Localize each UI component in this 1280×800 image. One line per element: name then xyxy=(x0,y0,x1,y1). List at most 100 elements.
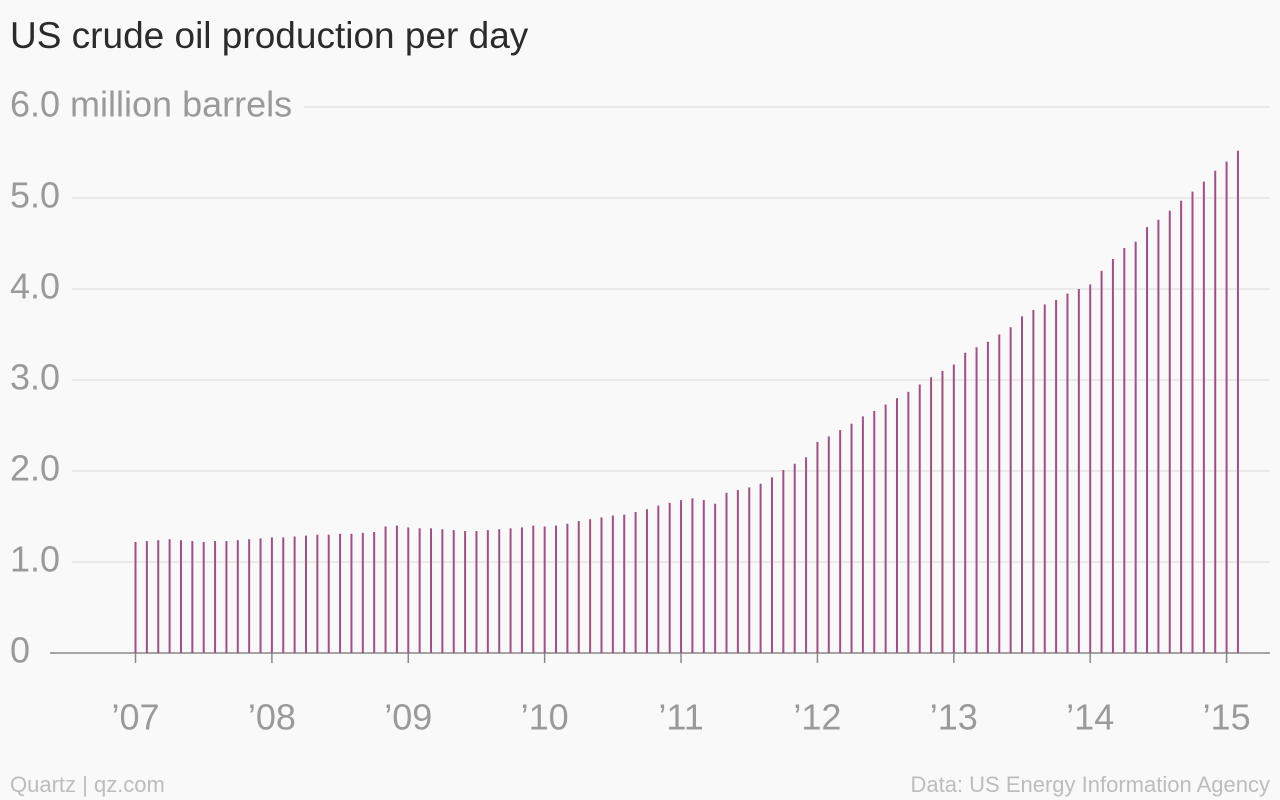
bar xyxy=(543,526,546,653)
bar xyxy=(941,370,944,653)
y-tick-label: 2.0 xyxy=(10,448,60,489)
x-tick-label: ’08 xyxy=(248,697,296,738)
bar xyxy=(600,517,603,653)
bar xyxy=(1180,200,1183,654)
chart-title: US crude oil production per day xyxy=(10,15,529,56)
bar xyxy=(214,541,217,653)
bar xyxy=(998,334,1001,653)
bar xyxy=(589,519,592,653)
bar xyxy=(361,532,364,653)
bar xyxy=(486,530,489,653)
bar xyxy=(623,514,626,653)
x-tick-label: ’15 xyxy=(1203,697,1251,738)
bar xyxy=(1236,150,1239,653)
bar xyxy=(691,498,694,653)
bar xyxy=(702,500,705,653)
bar xyxy=(1202,181,1205,653)
bar xyxy=(1077,289,1080,653)
bar xyxy=(725,492,728,653)
bar xyxy=(668,502,671,653)
bar xyxy=(964,352,967,653)
bar xyxy=(1089,284,1092,653)
bar xyxy=(1021,316,1024,653)
bar xyxy=(202,541,205,653)
bar xyxy=(316,534,319,653)
x-tick-label: ’14 xyxy=(1066,697,1114,738)
bar xyxy=(1168,210,1171,654)
bar xyxy=(191,541,194,653)
bar xyxy=(1032,309,1035,653)
bar xyxy=(566,523,569,653)
x-tick-label: ’13 xyxy=(930,697,978,738)
bar xyxy=(680,500,683,653)
bar xyxy=(1100,270,1103,653)
bar xyxy=(782,470,785,653)
x-tick-label: ’11 xyxy=(658,697,703,738)
bar xyxy=(861,416,864,653)
bar xyxy=(1009,327,1012,653)
bar xyxy=(759,483,762,653)
bar xyxy=(918,384,921,653)
bar xyxy=(884,404,887,653)
bar xyxy=(895,398,898,653)
bar xyxy=(907,391,910,653)
bar xyxy=(645,509,648,653)
bar xyxy=(464,531,467,653)
bar xyxy=(577,521,580,653)
bar xyxy=(1066,293,1069,653)
bar xyxy=(498,529,501,653)
bar xyxy=(157,540,160,653)
bar xyxy=(248,539,251,653)
bar xyxy=(134,541,137,653)
bar xyxy=(418,528,421,653)
bar xyxy=(952,364,955,653)
bar xyxy=(827,436,830,653)
bar xyxy=(714,503,717,653)
bar xyxy=(1191,191,1194,653)
bar xyxy=(179,540,182,653)
x-tick-label: ’12 xyxy=(793,697,841,738)
bar xyxy=(350,533,353,653)
bar xyxy=(873,410,876,653)
bar xyxy=(986,341,989,653)
bar xyxy=(611,515,614,653)
source: Data: US Energy Information Agency xyxy=(910,772,1270,797)
bar xyxy=(816,441,819,653)
bar xyxy=(1123,248,1126,654)
bar xyxy=(930,377,933,653)
bar xyxy=(407,527,410,653)
bar xyxy=(430,528,433,653)
bar xyxy=(555,525,558,653)
x-tick-label: ’07 xyxy=(111,697,159,738)
bar xyxy=(1214,170,1217,653)
bar xyxy=(532,525,535,653)
bar xyxy=(259,538,262,653)
bar xyxy=(475,531,478,653)
bar xyxy=(520,527,523,653)
bar xyxy=(395,525,398,653)
bar xyxy=(1225,161,1228,653)
y-tick-label: 3.0 xyxy=(10,357,60,398)
bar xyxy=(1055,299,1058,653)
bar xyxy=(634,511,637,653)
bar xyxy=(850,423,853,653)
bar xyxy=(1043,304,1046,653)
bar xyxy=(441,529,444,653)
bar xyxy=(509,528,512,653)
bar xyxy=(1146,227,1149,653)
y-tick-label: 5.0 xyxy=(10,175,60,216)
credit: Quartz | qz.com xyxy=(10,772,165,797)
bar xyxy=(373,531,376,653)
bar xyxy=(236,540,239,653)
bar xyxy=(452,530,455,653)
bar xyxy=(748,487,751,653)
y-tick-label: 1.0 xyxy=(10,539,60,580)
bar xyxy=(304,535,307,653)
bar xyxy=(384,526,387,653)
bar xyxy=(1111,258,1114,653)
bar xyxy=(975,347,978,653)
y-tick-label: 4.0 xyxy=(10,266,60,307)
bar xyxy=(839,430,842,653)
